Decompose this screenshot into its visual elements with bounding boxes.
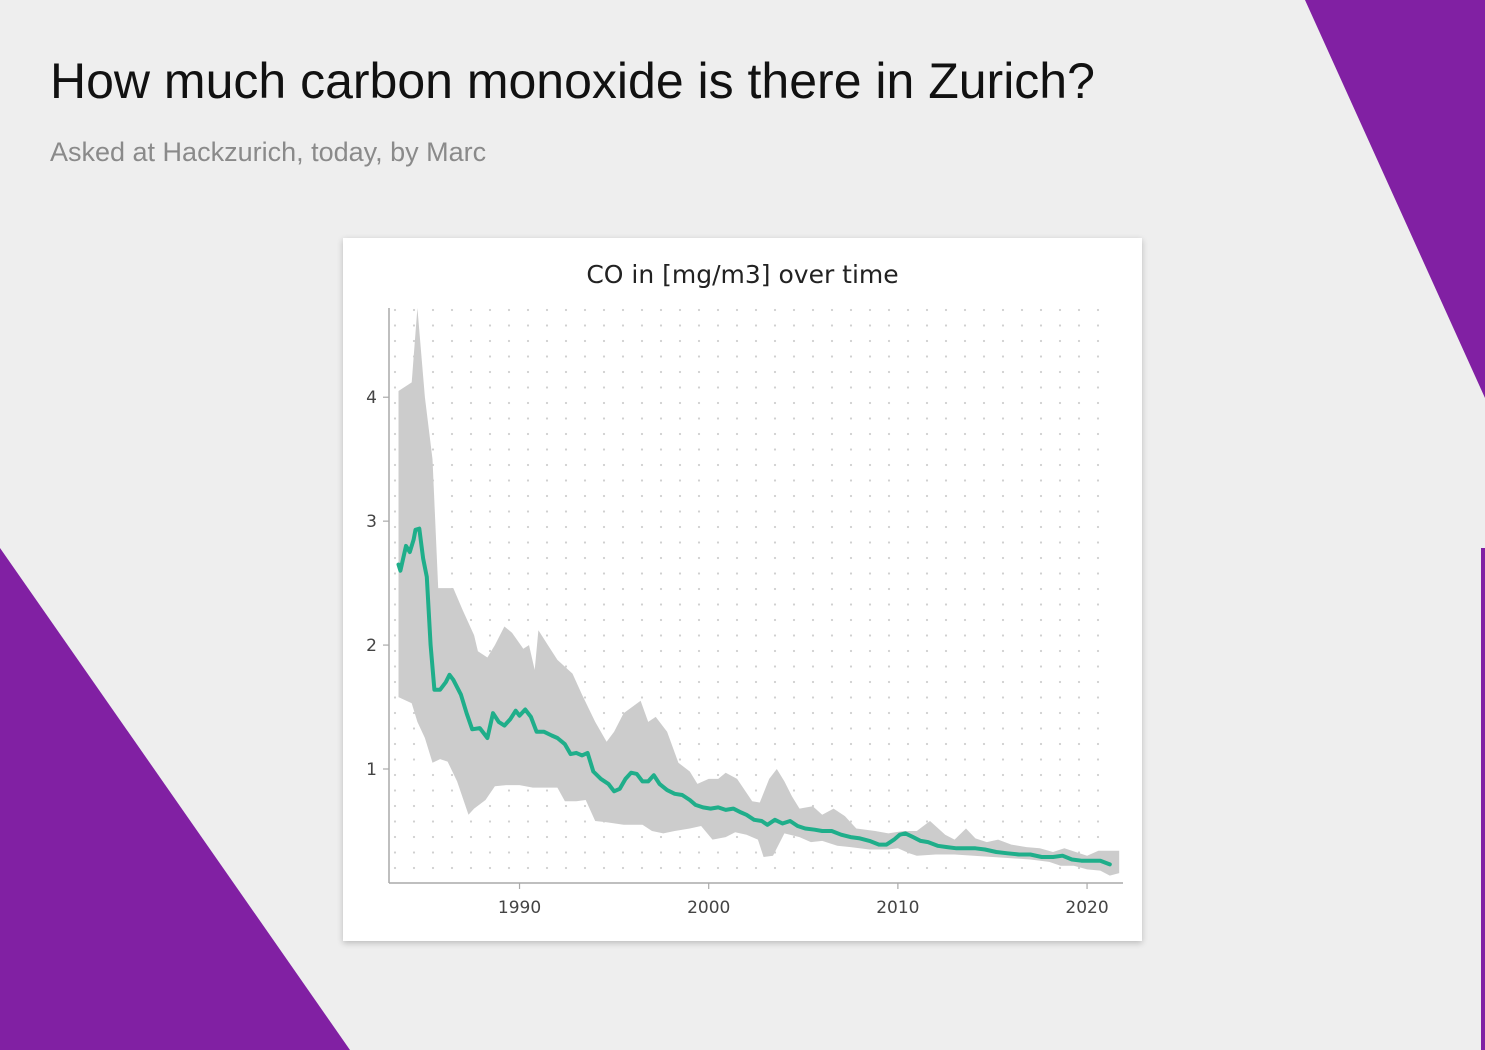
top-right-accent-shape	[1305, 0, 1485, 398]
slide-subtitle: Asked at Hackzurich, today, by Marc	[50, 137, 487, 167]
chart-plot: 1 2 3 4 1990 2000 2010 2020	[366, 308, 1123, 918]
y-tick-label-4: 4	[366, 388, 377, 408]
x-tick-label-2010: 2010	[876, 898, 919, 918]
y-tick-label-3: 3	[366, 512, 377, 532]
x-tick-label-2020: 2020	[1065, 898, 1108, 918]
y-tick-label-2: 2	[366, 636, 377, 656]
chart-card: CO in [mg/m3] over time 1 2 3 4 1990 2000 2010…	[343, 238, 1142, 941]
slide-title: How much carbon monoxide is there in Zur…	[50, 53, 1095, 109]
y-tick-label-1: 1	[366, 760, 377, 780]
chart-title: CO in [mg/m3] over time	[586, 260, 899, 289]
x-tick-label-1990: 1990	[498, 898, 541, 918]
bottom-left-accent-shape	[0, 548, 350, 1050]
right-edge-accent-shape	[1481, 548, 1485, 1050]
series-line-0	[396, 526, 1112, 867]
confidence-band	[398, 308, 1120, 876]
x-tick-label-2000: 2000	[687, 898, 730, 918]
